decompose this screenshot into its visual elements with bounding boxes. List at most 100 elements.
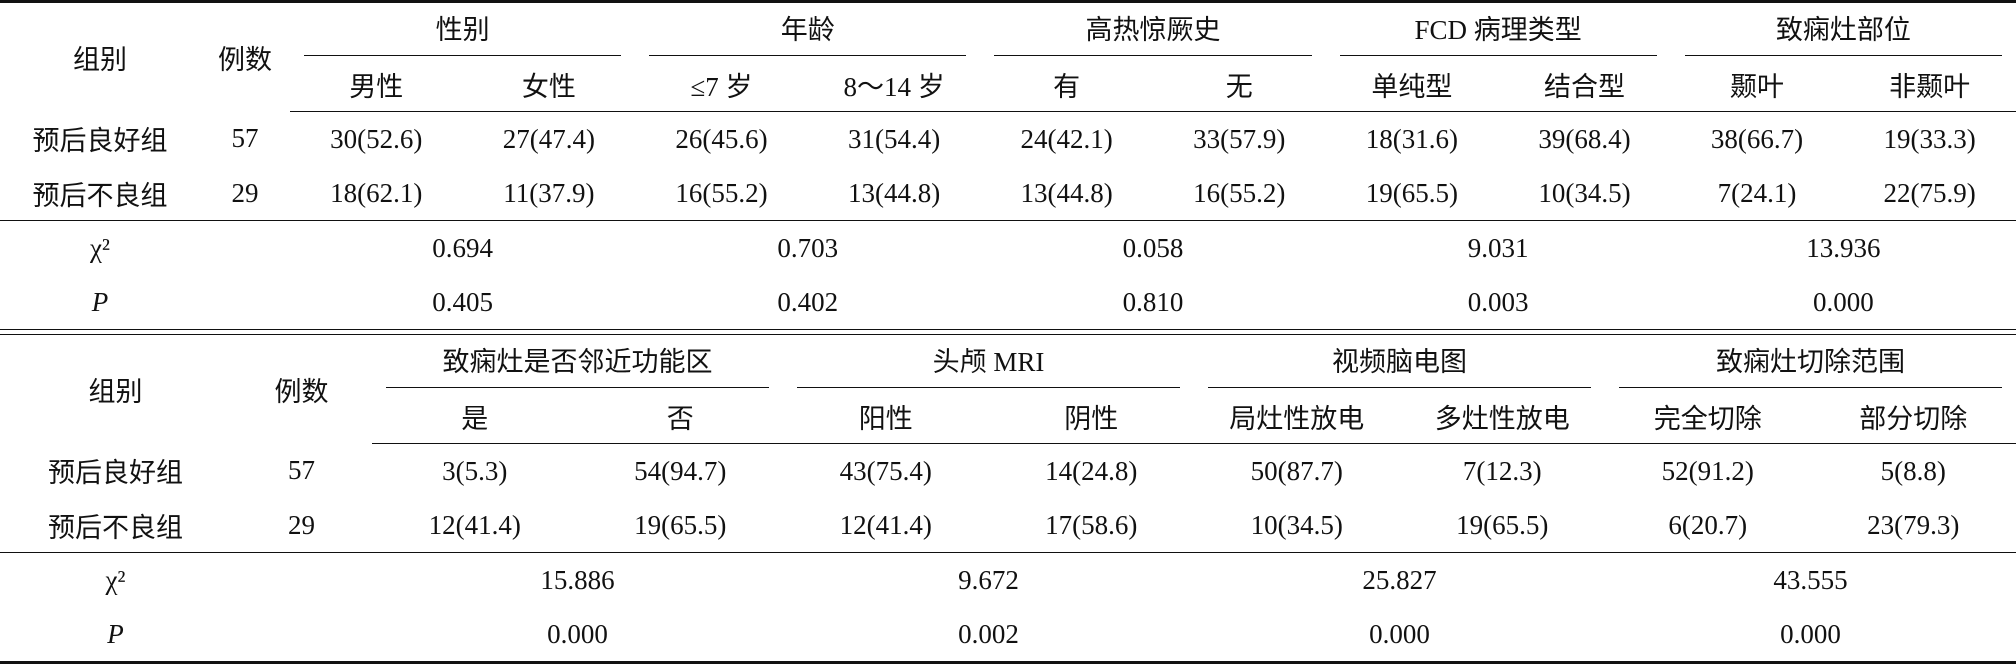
group-header: 高热惊厥史: [980, 2, 1325, 58]
subheader-cell: 部分切除: [1810, 389, 2016, 444]
stat-value: 0.000: [1813, 286, 1874, 317]
data-cell: 43(75.4): [839, 455, 932, 486]
stat-value: 0.000: [1369, 618, 1430, 649]
stat-label: P: [91, 286, 109, 317]
stat-value: 0.703: [777, 232, 839, 263]
row-count: 29: [200, 166, 290, 221]
data-cell: 31(54.4): [847, 123, 941, 154]
subheader-row: 是否阳性 阴性 局灶性放电 多灶性放电 完全切除 部分切除: [0, 389, 2016, 444]
group-label: 致痫灶是否邻近功能区: [386, 337, 769, 388]
header-cell: 例数: [218, 44, 272, 75]
header-cell: 组别: [73, 44, 127, 75]
data-cell: 52(91.2): [1661, 455, 1754, 486]
data-cell: 17(58.6): [988, 498, 1195, 553]
row-label: 预后良好组: [32, 126, 168, 157]
data-row: 预后不良组 29 12(41.4) 19(65.5) 12(41.4) 17(58.6) 1…: [0, 498, 2016, 553]
subheader-cell: 局灶性放电: [1194, 389, 1400, 444]
data-cell: 7(24.1): [1670, 166, 1844, 221]
data-cell: 54(94.7): [634, 455, 727, 486]
data-cell: 19(65.5): [1325, 166, 1499, 221]
stat-row: P 0.405 0.402 0.810 0.003 0.000: [0, 275, 2016, 330]
subheader-cell: 阳性: [783, 389, 989, 444]
header-cell: 组别: [88, 376, 143, 407]
stat-label: P: [107, 618, 124, 649]
header-cell: 例数: [274, 376, 329, 407]
subheader-row: 男性 女性 ≤7 岁 8～14 岁有无单纯型 结合型 颞叶 非颞叶: [0, 57, 2016, 112]
subheader-cell: 非颞叶: [1843, 57, 2016, 112]
group-label: FCD 病理类型: [1339, 5, 1657, 56]
empty-cell: [231, 607, 372, 663]
subheader-cell: 是: [372, 389, 578, 444]
subheader-cell: ≤7 岁: [635, 57, 808, 112]
data-row: 预后良好组 57 30(52.6) 27(47.4) 26(45.6) 31(54.4) 2…: [0, 112, 2016, 167]
group-label: 年龄: [649, 5, 967, 56]
row-label: 预后不良组: [0, 498, 231, 553]
subheader-cell: 多灶性放电: [1399, 389, 1606, 444]
stat-value: 0.405: [432, 286, 493, 317]
subheader-cell: 有: [980, 57, 1153, 112]
header-row: 组别 例数 性别 年龄 高热惊厥史 FCD 病理类型 致痫灶部位: [0, 2, 2016, 75]
data-cell: 30(52.6): [330, 123, 423, 154]
data-cell: 19(33.3): [1883, 123, 1976, 154]
group-header: 头颅 MRI: [783, 335, 1194, 390]
subheader-cell: 单纯型: [1325, 57, 1499, 112]
data-cell: 18(31.6): [1365, 123, 1458, 154]
empty-cell: [200, 275, 290, 330]
subheader-cell: 无: [1152, 57, 1326, 112]
stat-value: 0.003: [1467, 286, 1529, 317]
data-cell: 11(37.9): [462, 166, 636, 221]
subheader-cell: 女性: [462, 57, 636, 112]
empty-cell: [231, 553, 372, 608]
data-cell: 7(12.3): [1462, 455, 1542, 486]
data-table: 组别 例数 致痫灶是否邻近功能区 头颅 MRI 视频脑电图 致痫灶切除范围是否阳性 阴性 局灶…: [0, 334, 2016, 664]
subheader-cell: 男性: [290, 57, 463, 112]
stat-value: 15.886: [540, 564, 615, 595]
data-cell: 23(79.3): [1810, 498, 2016, 553]
data-table: 组别 例数 性别 年龄 高热惊厥史 FCD 病理类型 致痫灶部位 男性 女性 ≤7 岁 8～14 岁…: [0, 0, 2016, 330]
data-cell: 10(34.5): [1194, 498, 1400, 553]
group-label: 致痫灶切除范围: [1619, 337, 2003, 388]
group-header: FCD 病理类型: [1326, 2, 1671, 58]
data-cell: 16(55.2): [635, 166, 808, 221]
data-cell: 3(5.3): [442, 455, 508, 486]
data-cell: 16(55.2): [1152, 166, 1326, 221]
data-cell: 12(41.4): [783, 498, 989, 553]
empty-cell: [200, 221, 290, 276]
stat-value: 25.827: [1362, 564, 1437, 595]
group-label: 高热惊厥史: [994, 5, 1312, 56]
group-header: 性别: [290, 2, 635, 58]
stat-value: 0.402: [777, 286, 839, 317]
row-count: 57: [231, 123, 259, 154]
subheader-cell: 阴性: [988, 389, 1195, 444]
subheader-cell: 颞叶: [1670, 57, 1844, 112]
subheader-cell: 结合型: [1498, 57, 1671, 112]
data-cell: 33(57.9): [1193, 123, 1286, 154]
data-cell: 13(44.8): [807, 166, 981, 221]
stat-label: χ²: [105, 564, 126, 595]
data-cell: 13(44.8): [980, 166, 1153, 221]
group-label: 视频脑电图: [1208, 337, 1592, 388]
data-cell: 19(65.5): [1399, 498, 1606, 553]
data-cell: 6(20.7): [1605, 498, 1811, 553]
stat-value: 0.000: [547, 618, 608, 649]
stat-row: P 0.000 0.002 0.000 0.000: [0, 607, 2016, 663]
data-cell: 5(8.8): [1880, 455, 1946, 486]
subheader-cell: 否: [577, 389, 783, 444]
group-header: 年龄: [635, 2, 980, 58]
subheader-cell: 完全切除: [1605, 389, 1811, 444]
row-count: 57: [288, 455, 315, 486]
group-header: 视频脑电图: [1194, 335, 1605, 390]
stat-row: χ² 0.694 0.703 0.058 9.031 13.936: [0, 221, 2016, 276]
data-cell: 27(47.4): [502, 123, 595, 154]
stat-value: 0.694: [432, 232, 493, 263]
group-label: 致痫灶部位: [1684, 5, 2002, 56]
stat-label: χ²: [89, 232, 111, 263]
data-cell: 22(75.9): [1843, 166, 2016, 221]
stat-value: 9.672: [958, 564, 1019, 595]
stat-value: 43.555: [1773, 564, 1848, 595]
data-row: 预后不良组 29 18(62.1) 11(37.9) 16(55.2) 13(44.8) 1…: [0, 166, 2016, 221]
stat-value: 0.000: [1780, 618, 1841, 649]
group-header: 致痫灶是否邻近功能区: [372, 335, 783, 390]
data-row: 预后良好组 57 3(5.3) 54(94.7) 43(75.4) 14(24.8) 50(…: [0, 444, 2016, 499]
